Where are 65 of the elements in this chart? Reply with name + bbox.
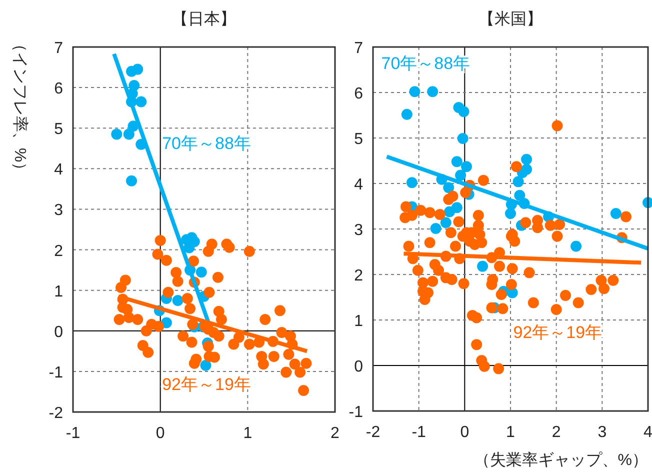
y-tick-label: 5 <box>54 121 64 138</box>
x-tick-label: 1 <box>506 424 516 441</box>
y-tick-label: 1 <box>354 313 364 330</box>
point <box>457 132 468 144</box>
point <box>443 182 454 194</box>
point <box>200 360 212 371</box>
x-tick-label: 0 <box>460 424 470 441</box>
y-tick-label: 5 <box>354 131 364 148</box>
point <box>461 161 472 172</box>
y-axis-title: （インフレ率、%） <box>11 36 29 178</box>
point <box>172 294 184 306</box>
y-tick-label: -2 <box>48 405 64 422</box>
y-tick-label: 0 <box>54 324 64 341</box>
point <box>455 170 466 181</box>
x-tick-label: 2 <box>330 425 340 442</box>
y-tick-label: 4 <box>354 176 364 194</box>
series-label: 70年～88年 <box>162 134 251 154</box>
y-tick-label: 6 <box>54 80 64 98</box>
series-label: 92年～19年 <box>513 323 602 342</box>
x-tick-label: 2 <box>552 424 561 441</box>
point <box>401 108 412 120</box>
point <box>430 223 442 234</box>
point <box>123 128 134 140</box>
point <box>451 156 462 168</box>
chart-title: 【米国】 <box>478 10 542 28</box>
y-tick-label: 7 <box>54 40 64 57</box>
point <box>610 208 622 220</box>
y-tick-label: 3 <box>354 222 364 239</box>
point <box>136 96 147 108</box>
point <box>111 128 122 140</box>
point <box>505 208 516 220</box>
chart-title: 【日本】 <box>172 10 236 28</box>
point <box>196 266 207 278</box>
y-tick-label: 4 <box>54 162 64 179</box>
y-tick-label: 6 <box>354 86 364 102</box>
x-tick-label: 1 <box>243 425 252 442</box>
x-tick-label: 0 <box>156 425 165 442</box>
point <box>406 177 418 188</box>
y-tick-label: 2 <box>54 242 64 260</box>
x-tick-label: -1 <box>412 424 426 441</box>
x-tick-label: 4 <box>644 424 652 441</box>
point <box>477 260 488 272</box>
point <box>126 175 138 186</box>
point <box>514 190 526 201</box>
point <box>440 217 452 228</box>
point <box>409 86 420 98</box>
y-tick-label: -1 <box>348 404 364 421</box>
point <box>512 176 524 188</box>
y-tick-label: 7 <box>354 40 364 57</box>
y-tick-label: 3 <box>54 202 64 220</box>
x-tick-label: -2 <box>366 424 380 441</box>
x-tick-label: 3 <box>598 424 607 441</box>
y-tick-label: -1 <box>48 364 64 382</box>
y-tick-label: 0 <box>354 358 364 376</box>
point <box>521 154 532 165</box>
y-tick-label: 2 <box>354 268 364 284</box>
point <box>444 206 456 218</box>
y-tick-label: 1 <box>54 283 64 300</box>
point <box>570 240 582 252</box>
x-axis-title: （失業率ギャップ、%） <box>474 451 648 469</box>
x-tick-label: -1 <box>66 425 80 442</box>
point <box>458 106 470 118</box>
point <box>132 64 144 75</box>
series-label: 92年～19年 <box>162 375 251 394</box>
point <box>427 86 438 98</box>
